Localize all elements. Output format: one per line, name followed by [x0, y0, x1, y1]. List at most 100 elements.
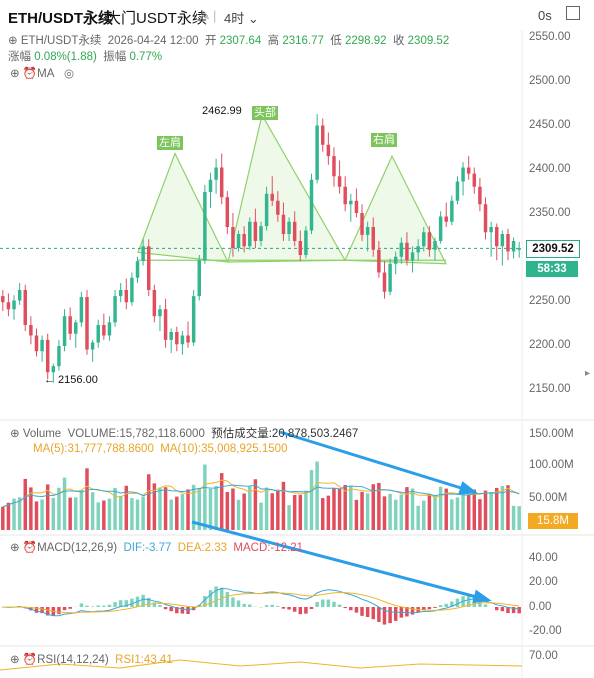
collapse-icon[interactable]: ⊕ — [10, 542, 20, 554]
candle-body — [40, 339, 44, 352]
macd-bar — [113, 602, 117, 607]
macd-bar — [466, 595, 471, 607]
fullscreen-icon[interactable] — [566, 6, 580, 20]
volume-bar — [466, 494, 471, 530]
candle-body — [175, 332, 179, 345]
volume-bar — [483, 490, 488, 530]
volume-bar — [478, 499, 482, 530]
macd-bar — [388, 607, 392, 624]
candle-body — [276, 200, 280, 215]
volume-bar — [107, 498, 112, 530]
open-value: 2307.64 — [219, 35, 262, 47]
alarm-icon[interactable]: ⏰ — [22, 542, 38, 554]
macd-bar — [96, 605, 100, 607]
volume-bar — [371, 484, 375, 530]
close-label: 收 — [392, 35, 405, 47]
candle-body — [135, 261, 140, 278]
scroll-handle-icon[interactable]: ▸ — [585, 368, 591, 379]
macd-bar — [444, 603, 448, 607]
macd-axis-tick: 0.00 — [529, 601, 552, 613]
rsi-value: RSI1:43.41 — [115, 654, 173, 666]
candle-body — [248, 221, 252, 247]
collapse-icon[interactable]: ⊕ — [8, 35, 18, 47]
candle-body — [495, 227, 499, 247]
alarm-icon[interactable]: ⏰ — [22, 68, 38, 80]
candle-body — [332, 156, 336, 177]
volume-bar — [511, 505, 516, 530]
trend-arrow-macd-head — [472, 589, 492, 604]
macd-bar — [332, 601, 336, 607]
volume-bar — [180, 494, 185, 530]
candle-body — [253, 221, 258, 241]
ohlc-date: 2026-04-24 12:00 — [107, 35, 199, 47]
macd-bar — [410, 607, 415, 615]
volume-bar — [29, 487, 33, 530]
volume-bar — [102, 500, 106, 530]
macd-bar — [163, 607, 168, 610]
volume-bar — [34, 501, 39, 530]
volume-bar — [517, 506, 521, 530]
high-label: 高 — [267, 35, 280, 47]
collapse-icon[interactable]: ⊕ — [10, 68, 20, 80]
macd-bar — [124, 600, 129, 607]
volume-bar — [455, 497, 460, 530]
candle-body — [152, 290, 157, 317]
macd-bar — [225, 592, 230, 607]
low-label: 低 — [330, 35, 342, 47]
macd-bar — [40, 607, 44, 614]
candle-body — [130, 277, 134, 303]
candle-body — [466, 167, 471, 174]
volume-bar — [68, 497, 72, 530]
volume-bar — [427, 493, 432, 530]
volume-bar — [438, 486, 443, 530]
volume-bar — [321, 498, 325, 530]
volume-bar — [416, 505, 420, 530]
edit-icon[interactable]: ✎ — [200, 9, 211, 23]
symbol-title[interactable]: ETH/USDT永续 — [8, 10, 114, 27]
volume-bar — [124, 485, 129, 530]
candle-body — [360, 213, 364, 235]
candle-body — [354, 200, 359, 213]
candle-body — [281, 214, 286, 234]
amp-value: 0.77% — [129, 51, 163, 63]
macd-bar — [208, 590, 213, 607]
collapse-icon[interactable]: ⊕ — [10, 654, 20, 666]
volume-ma10: MA(10):35,008,925.1500 — [160, 443, 288, 455]
candle-body — [208, 179, 213, 192]
volume-bar — [169, 499, 173, 530]
candle-body — [158, 309, 162, 317]
macd-bar — [343, 607, 347, 609]
macd-bar — [231, 597, 235, 607]
macd-bar — [349, 607, 353, 611]
rsi-title[interactable]: RSI(14,12,24) — [37, 654, 109, 666]
volume-bar — [259, 502, 263, 530]
volume-bar — [74, 497, 78, 530]
volume-bar — [23, 478, 27, 530]
candle-body — [163, 309, 168, 340]
candle-body — [399, 242, 404, 257]
volume-bar — [495, 487, 499, 530]
macd-title[interactable]: MACD(12,26,9) — [37, 542, 118, 554]
volume-bar — [85, 468, 89, 530]
candle-body — [85, 297, 89, 350]
volume-title[interactable]: Volume — [22, 428, 62, 440]
volume-bar — [130, 498, 134, 530]
macd-bar — [393, 607, 398, 621]
candle-body — [197, 260, 201, 297]
divider: | — [213, 8, 217, 23]
macd-bar — [169, 607, 173, 612]
eye-off-icon[interactable]: ◎ — [64, 68, 75, 80]
low-price-label: ← 2156.00 — [44, 374, 98, 386]
volume-value: VOLUME:15,782,118.6000 — [67, 428, 205, 440]
candle-body — [6, 302, 11, 310]
volume-bar — [6, 502, 11, 530]
alarm-icon[interactable]: ⏰ — [22, 654, 38, 666]
candle-body — [264, 193, 269, 227]
candle-body — [500, 234, 505, 247]
collapse-icon[interactable]: ⊕ — [10, 428, 20, 440]
timeframe-select[interactable]: 4时 ⌄ — [224, 11, 259, 26]
amp-label: 振幅 — [103, 51, 127, 63]
ma-label[interactable]: MA — [37, 68, 55, 80]
axis-tick: 2250.00 — [529, 295, 571, 307]
